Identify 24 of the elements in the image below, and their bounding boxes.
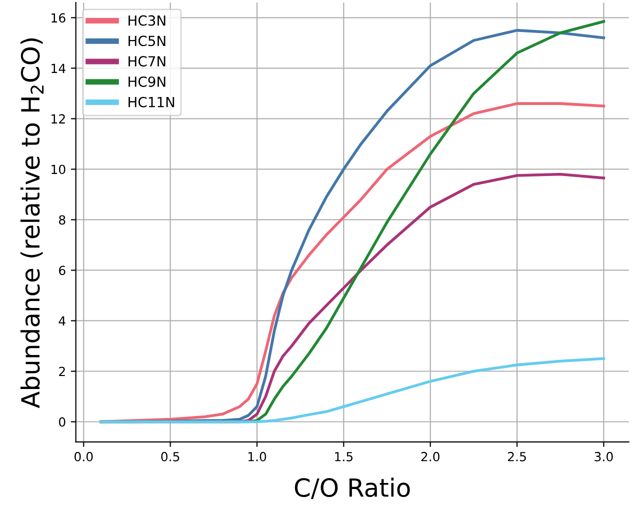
y-tick-label: 6 bbox=[59, 266, 66, 276]
x-tick-label: 2.5 bbox=[508, 452, 526, 462]
y-tick-label: 14 bbox=[52, 64, 66, 73]
x-tick-label: 2.0 bbox=[421, 452, 440, 462]
y-tick-label: 12 bbox=[52, 114, 65, 124]
y-tick-label: 4 bbox=[58, 316, 66, 326]
y-tick-label: 0 bbox=[58, 417, 66, 427]
x-tick-label: 3.0 bbox=[594, 452, 613, 462]
legend-label: HC7N bbox=[128, 56, 166, 67]
line-series bbox=[100, 357, 606, 424]
x-tick-label: 1.0 bbox=[248, 452, 266, 462]
x-axis-title: C/O Ratio bbox=[294, 478, 410, 499]
y-tick-label: 2 bbox=[59, 366, 65, 376]
legend-label: HC3N bbox=[128, 15, 166, 26]
legend-label: HC5N bbox=[128, 36, 166, 46]
legend-label: HC9N bbox=[128, 76, 166, 87]
y-tick-label: 16 bbox=[52, 13, 66, 23]
x-tick-label: 0.0 bbox=[74, 452, 93, 462]
y-tick-label: 10 bbox=[52, 164, 66, 174]
x-tick-label: 0.5 bbox=[161, 452, 180, 462]
legend-label: HC11N bbox=[128, 96, 174, 108]
y-axis-title: Abundance (relative to H$_{2}$CO) bbox=[20, 38, 44, 408]
y-tick-label: 8 bbox=[59, 215, 66, 225]
x-tick-label: 1.5 bbox=[335, 452, 353, 462]
